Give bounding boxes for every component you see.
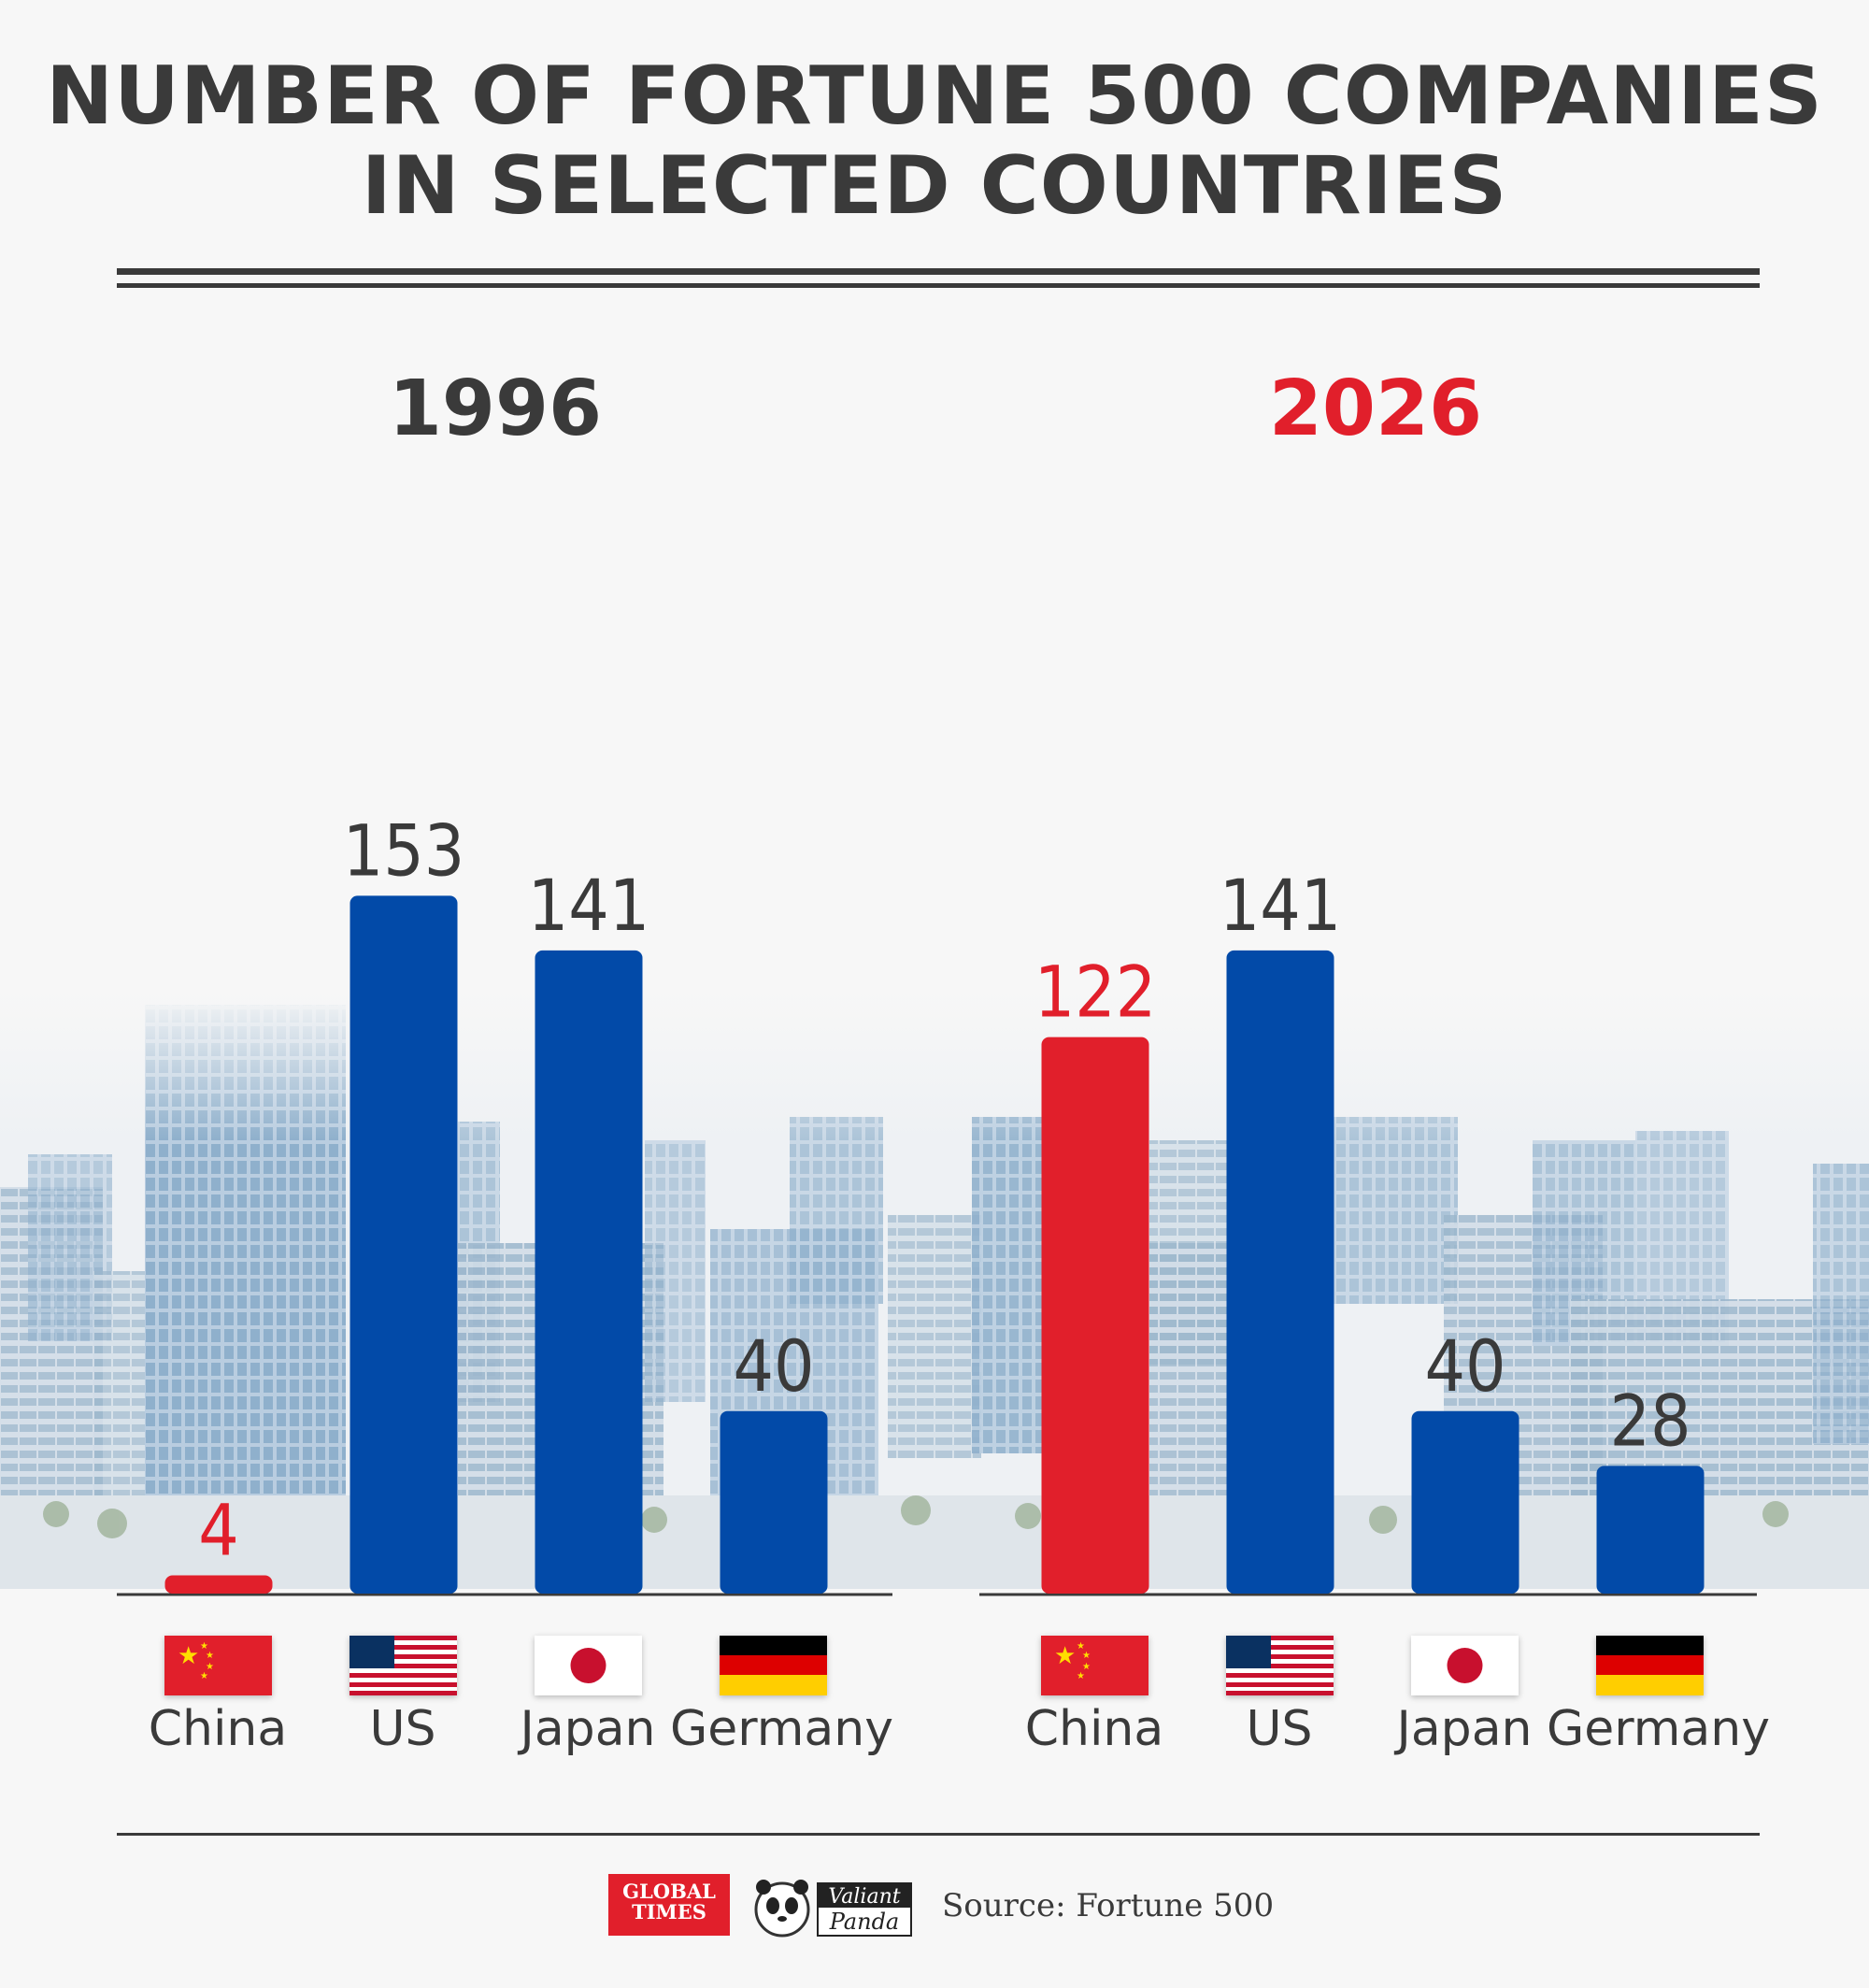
value-label-us-2026: 141 [1220, 864, 1341, 947]
chart-title: NUMBER OF FORTUNE 500 COMPANIES IN SELEC… [0, 51, 1869, 231]
svg-text:Panda: Panda [829, 1909, 900, 1935]
category-label-germany-1996: Germany [670, 1701, 894, 1757]
germany-flag-icon-2026 [1596, 1636, 1704, 1695]
value-label-japan-2026: 40 [1425, 1324, 1506, 1408]
china-flag-icon-1996: ★ ★ ★ ★ ★ [164, 1636, 272, 1695]
category-label-china-1996: China [148, 1701, 288, 1757]
value-label-germany-1996: 40 [734, 1324, 815, 1408]
value-label-us-1996: 153 [343, 808, 464, 892]
year-1996: 1996 [388, 365, 603, 453]
category-label-japan-1996: Japan [520, 1701, 656, 1757]
bar-us-1996 [350, 895, 458, 1594]
title-rule-top [117, 268, 1760, 275]
svg-text:★: ★ [1082, 1662, 1091, 1672]
bar-germany-2026 [1596, 1466, 1705, 1594]
source-text: Source: Fortune 500 [942, 1887, 1275, 1924]
bar-germany-1996 [720, 1410, 828, 1594]
year-2026: 2026 [1268, 365, 1483, 453]
bar-japan-1996 [535, 950, 643, 1594]
svg-text:★: ★ [200, 1641, 208, 1652]
value-label-germany-2026: 28 [1610, 1379, 1691, 1462]
chart-title-line1: NUMBER OF FORTUNE 500 COMPANIES [46, 50, 1823, 143]
footer-rule [117, 1833, 1760, 1836]
city-skyline-background [0, 991, 1869, 1589]
svg-text:★: ★ [1077, 1641, 1085, 1652]
bar-us-2026 [1226, 950, 1334, 1594]
global-times-logo: GLOBAL TIMES [608, 1874, 730, 1936]
chart-title-line2: IN SELECTED COUNTRIES [361, 139, 1508, 233]
china-flag-icon-2026: ★ ★ ★ ★ ★ [1041, 1636, 1149, 1695]
japan-flag-icon-1996 [535, 1636, 642, 1695]
bar-china-2026 [1041, 1037, 1149, 1594]
value-label-japan-1996: 141 [528, 864, 649, 947]
category-label-us-1996: US [369, 1701, 436, 1757]
svg-text:★: ★ [178, 1642, 199, 1670]
bar-china-1996 [164, 1575, 273, 1594]
category-label-germany-2026: Germany [1547, 1701, 1771, 1757]
svg-text:★: ★ [200, 1671, 208, 1681]
svg-text:Valiant: Valiant [828, 1885, 900, 1909]
germany-flag-icon-1996 [720, 1636, 827, 1695]
svg-text:★: ★ [206, 1651, 214, 1661]
title-rule-bottom [117, 283, 1760, 288]
svg-text:★: ★ [206, 1662, 214, 1672]
footer: GLOBAL TIMES Valiant Panda Source: Fortun… [0, 1874, 1869, 1949]
bar-japan-2026 [1411, 1410, 1519, 1594]
us-flag-icon-1996 [350, 1636, 457, 1695]
us-flag-icon-2026 [1226, 1636, 1334, 1695]
valiant-panda-logo: Valiant Panda [754, 1880, 912, 1938]
japan-flag-icon-2026 [1411, 1636, 1519, 1695]
svg-text:★: ★ [1077, 1671, 1085, 1681]
category-label-china-2026: China [1024, 1701, 1164, 1757]
value-label-china-1996: 4 [198, 1488, 239, 1571]
svg-text:★: ★ [1082, 1651, 1091, 1661]
category-label-us-2026: US [1246, 1701, 1313, 1757]
svg-text:★: ★ [1054, 1642, 1076, 1670]
category-label-japan-2026: Japan [1396, 1701, 1533, 1757]
value-label-china-2026: 122 [1034, 951, 1156, 1034]
